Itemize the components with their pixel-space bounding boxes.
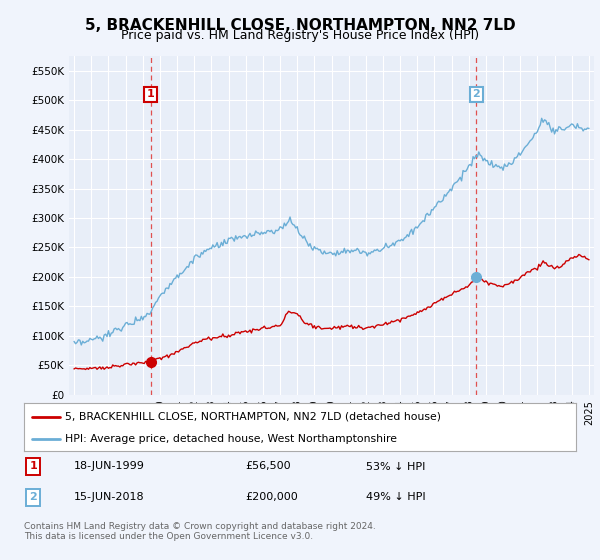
Text: £56,500: £56,500 — [245, 461, 290, 472]
Text: 49% ↓ HPI: 49% ↓ HPI — [366, 492, 426, 502]
Text: Price paid vs. HM Land Registry's House Price Index (HPI): Price paid vs. HM Land Registry's House … — [121, 29, 479, 42]
Text: £200,000: £200,000 — [245, 492, 298, 502]
Text: 2: 2 — [29, 492, 37, 502]
Text: Contains HM Land Registry data © Crown copyright and database right 2024.
This d: Contains HM Land Registry data © Crown c… — [24, 522, 376, 542]
Text: 2: 2 — [473, 89, 481, 99]
Text: HPI: Average price, detached house, West Northamptonshire: HPI: Average price, detached house, West… — [65, 434, 397, 444]
Text: 18-JUN-1999: 18-JUN-1999 — [74, 461, 145, 472]
Text: 53% ↓ HPI: 53% ↓ HPI — [366, 461, 425, 472]
Text: 5, BRACKENHILL CLOSE, NORTHAMPTON, NN2 7LD (detached house): 5, BRACKENHILL CLOSE, NORTHAMPTON, NN2 7… — [65, 412, 442, 422]
Text: 5, BRACKENHILL CLOSE, NORTHAMPTON, NN2 7LD: 5, BRACKENHILL CLOSE, NORTHAMPTON, NN2 7… — [85, 18, 515, 33]
Text: 1: 1 — [147, 89, 155, 99]
Text: 1: 1 — [29, 461, 37, 472]
Text: 15-JUN-2018: 15-JUN-2018 — [74, 492, 145, 502]
